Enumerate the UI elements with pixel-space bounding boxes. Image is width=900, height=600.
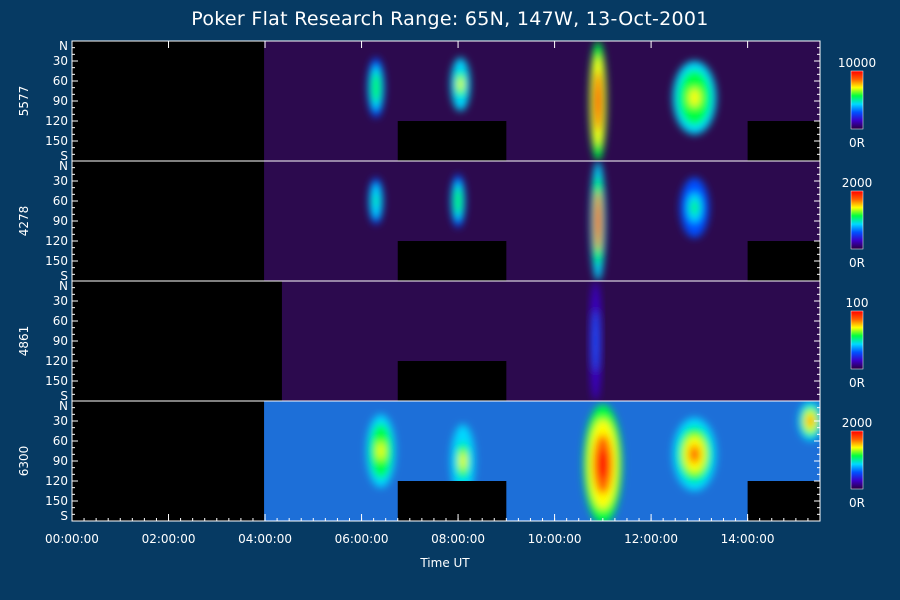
x-tick-label: 00:00:00 xyxy=(45,532,99,546)
y-tick-label: N xyxy=(59,39,68,53)
gap-block xyxy=(747,481,820,521)
y-tick-label: S xyxy=(60,509,68,523)
y-tick-label: S xyxy=(60,269,68,283)
colorbar-max-label: 100 xyxy=(846,296,869,310)
no-data-block xyxy=(72,281,282,401)
x-axis-label: Time UT xyxy=(420,556,470,570)
y-tick-label: 150 xyxy=(45,134,68,148)
y-tick-label: 60 xyxy=(53,434,68,448)
y-tick-label: 30 xyxy=(53,294,68,308)
intensity-feature xyxy=(456,194,460,208)
intensity-feature xyxy=(596,206,600,236)
y-tick-label: 120 xyxy=(45,114,68,128)
intensity-feature xyxy=(689,445,700,464)
y-tick-label: S xyxy=(60,389,68,403)
gap-block xyxy=(397,121,507,161)
y-tick-label: 120 xyxy=(45,474,68,488)
colorbar-4861: 100 0R xyxy=(846,296,869,390)
panel-wavelength-label: 4861 xyxy=(17,326,31,357)
colorbar-gradient xyxy=(850,310,864,370)
colorbar-max-label: 2000 xyxy=(842,176,873,190)
y-tick-label: 150 xyxy=(45,374,68,388)
colorbar-min-label: 0R xyxy=(849,256,865,270)
y-tick-label: 30 xyxy=(53,414,68,428)
panel-wavelength-label: 6300 xyxy=(17,446,31,477)
intensity-feature xyxy=(374,195,378,207)
y-tick-label: 90 xyxy=(53,214,68,228)
no-data-block xyxy=(72,41,265,161)
x-tick-label: 04:00:00 xyxy=(238,532,292,546)
panel-wavelength-label: 5577 xyxy=(17,86,31,117)
y-tick-label: S xyxy=(60,149,68,163)
colorbar-5577: 10000 0R xyxy=(838,56,876,150)
gap-block xyxy=(747,121,820,161)
y-tick-label: N xyxy=(59,279,68,293)
x-tick-label: 06:00:00 xyxy=(335,532,389,546)
x-tick-label: 10:00:00 xyxy=(528,532,582,546)
y-tick-label: 120 xyxy=(45,354,68,368)
x-tick-label: 12:00:00 xyxy=(624,532,678,546)
colorbar-min-label: 0R xyxy=(849,136,865,150)
intensity-feature xyxy=(594,326,598,356)
intensity-feature xyxy=(373,80,379,96)
gap-block xyxy=(397,481,507,521)
y-tick-label: 90 xyxy=(53,454,68,468)
colorbar-gradient xyxy=(850,430,864,490)
colorbar-gradient xyxy=(850,190,864,250)
colorbar-max-label: 2000 xyxy=(842,416,873,430)
y-tick-label: 150 xyxy=(45,254,68,268)
intensity-feature xyxy=(377,441,385,461)
no-data-block xyxy=(72,161,265,281)
y-tick-label: 30 xyxy=(53,54,68,68)
intensity-feature xyxy=(689,88,700,107)
colorbar-min-label: 0R xyxy=(849,376,865,390)
x-tick-label: 02:00:00 xyxy=(142,532,196,546)
colorbar-4278: 2000 0R xyxy=(842,176,873,270)
y-tick-label: 90 xyxy=(53,94,68,108)
y-tick-label: 60 xyxy=(53,314,68,328)
y-tick-label: 150 xyxy=(45,494,68,508)
y-tick-label: N xyxy=(59,399,68,413)
no-data-block xyxy=(72,401,265,521)
gap-block xyxy=(747,241,820,281)
intensity-feature xyxy=(807,416,814,426)
y-tick-label: 60 xyxy=(53,194,68,208)
colorbar-gradient xyxy=(850,70,864,130)
y-tick-label: 120 xyxy=(45,234,68,248)
intensity-feature xyxy=(595,86,601,116)
colorbar-max-label: 10000 xyxy=(838,56,876,70)
panel-wavelength-label: 4278 xyxy=(17,206,31,237)
y-tick-label: 60 xyxy=(53,74,68,88)
y-tick-label: N xyxy=(59,159,68,173)
x-tick-label: 08:00:00 xyxy=(431,532,485,546)
intensity-feature xyxy=(459,451,466,471)
intensity-feature xyxy=(690,200,699,216)
gap-block xyxy=(397,361,507,401)
gap-block xyxy=(397,241,507,281)
chart-title: Poker Flat Research Range: 65N, 147W, 13… xyxy=(191,8,709,30)
y-tick-label: 30 xyxy=(53,174,68,188)
colorbar-6300: 2000 0R xyxy=(842,416,873,510)
intensity-feature xyxy=(598,449,608,480)
intensity-feature xyxy=(458,77,463,92)
x-tick-label: 14:00:00 xyxy=(721,532,775,546)
y-tick-label: 90 xyxy=(53,334,68,348)
colorbar-min-label: 0R xyxy=(849,496,865,510)
